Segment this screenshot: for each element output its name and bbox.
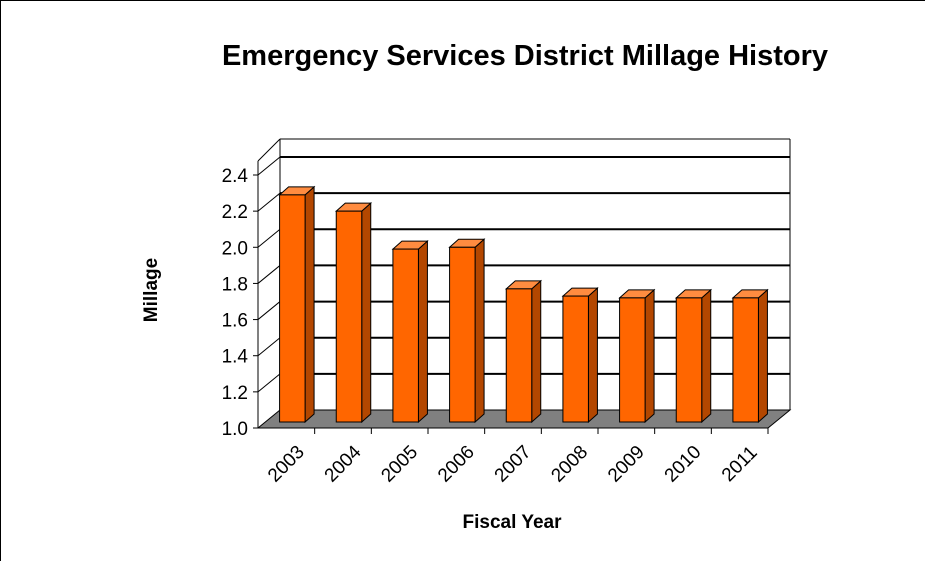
- y-axis-title: Millage: [141, 258, 162, 322]
- gridline-side: [257, 337, 281, 357]
- gridline-side: [257, 228, 281, 248]
- bar-side: [531, 279, 542, 424]
- bars: [278, 185, 769, 424]
- y-tick-label: 1.0: [222, 419, 248, 440]
- bar-front: [619, 297, 646, 423]
- x-tick-label: 2006: [434, 442, 479, 487]
- y-tick-label: 2.2: [222, 202, 248, 223]
- gridline-side: [257, 192, 281, 212]
- bar-front: [675, 297, 703, 423]
- gridline-side: [257, 265, 281, 284]
- bar-side: [417, 239, 428, 424]
- bar-front: [732, 297, 759, 423]
- y-tick-label: 1.4: [222, 347, 249, 368]
- gridline-side: [257, 156, 281, 176]
- bar-side: [757, 288, 768, 424]
- bar-2010: [674, 288, 713, 424]
- bar-front: [335, 210, 363, 423]
- bar-2008: [561, 286, 599, 424]
- x-tick-label: 2011: [718, 442, 762, 486]
- x-tick-label: 2003: [264, 442, 309, 487]
- bar-front: [505, 288, 533, 423]
- bar-2011: [731, 288, 769, 424]
- gridline-side: [257, 373, 281, 393]
- x-tick-label: 2007: [491, 442, 536, 487]
- bar-2007: [504, 279, 543, 424]
- x-tick-label: 2010: [661, 442, 706, 487]
- y-tick-label: 1.8: [222, 274, 248, 295]
- x-tick-label: 2005: [377, 442, 422, 487]
- bar-side: [474, 238, 485, 424]
- bar-front: [392, 248, 419, 423]
- x-tick-label: 2008: [547, 442, 592, 487]
- bar-side: [304, 185, 315, 424]
- y-axis-ticks: 1.0 1.2 1.4 1.6 1.8 2.0 2.2 2.4: [222, 166, 258, 440]
- bar-2003: [278, 185, 316, 424]
- bar-side: [587, 286, 598, 424]
- chart-title: Emergency Services District Millage Hist…: [222, 40, 828, 72]
- left-wall-top-edge: [257, 138, 281, 162]
- y-tick-label: 1.2: [222, 383, 248, 404]
- bar-2006: [448, 238, 486, 424]
- y-tick-label: 2.4: [222, 166, 249, 187]
- bar-side: [644, 288, 655, 424]
- bar-side: [361, 202, 372, 424]
- bar-front: [449, 246, 476, 423]
- bar-2005: [391, 239, 429, 424]
- bar-2004: [334, 202, 373, 424]
- y-tick-label: 1.6: [222, 311, 248, 332]
- bar-2009: [618, 288, 656, 424]
- x-axis-title: Fiscal Year: [463, 512, 563, 533]
- bar-side: [701, 288, 712, 424]
- bar-front: [279, 194, 306, 423]
- gridline-side: [257, 301, 281, 320]
- x-axis-ticks: 2003 2004 2005 2006 2007 2008 2009 2010 2011: [264, 428, 769, 487]
- x-tick-label: 2009: [604, 442, 649, 487]
- y-tick-label: 2.0: [222, 238, 248, 259]
- bar-front: [562, 295, 589, 423]
- x-tick-label: 2004: [321, 441, 366, 486]
